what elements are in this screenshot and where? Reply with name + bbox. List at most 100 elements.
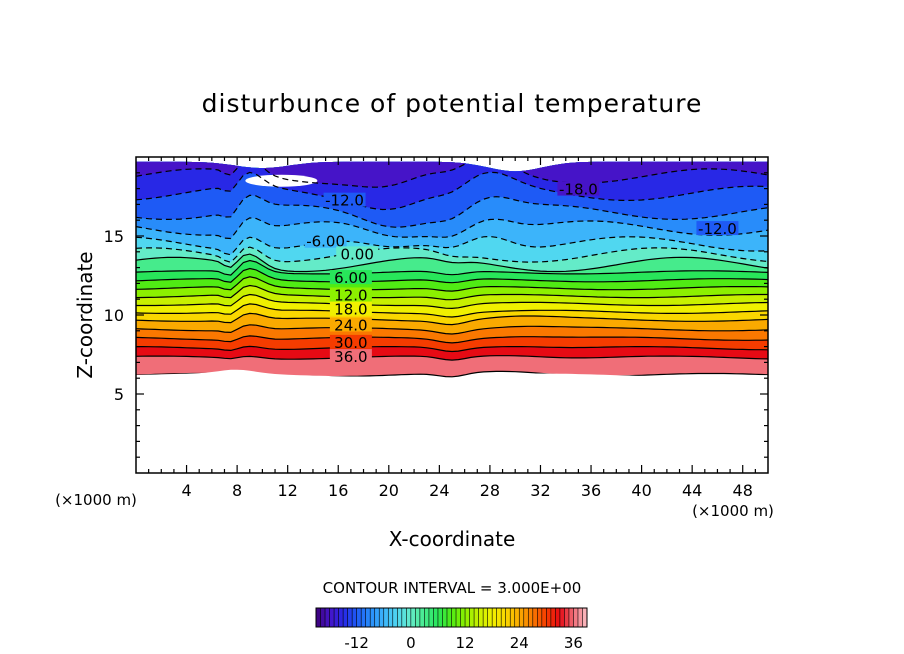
colorbar-segment <box>478 608 484 627</box>
contour-line-13 <box>136 246 768 263</box>
colorbar-segment <box>316 608 321 627</box>
x-tick-label: 12 <box>278 481 298 500</box>
colorbar-segment <box>532 608 538 627</box>
contour-line-10 <box>136 267 768 284</box>
colorbar-segment <box>343 608 348 627</box>
colorbar-segment <box>456 608 461 627</box>
contour-line-14 <box>136 235 768 256</box>
colorbar-segment <box>528 608 534 627</box>
contour-line-4 <box>136 324 768 335</box>
contour-label-bg <box>329 349 372 364</box>
y-tick-label: 10 <box>104 306 124 325</box>
contour-line-6 <box>136 303 768 318</box>
colorbar-segment <box>568 608 574 627</box>
contour-line-9 <box>136 276 768 292</box>
x-tick-label: 36 <box>581 481 601 500</box>
colorbar-segment <box>383 608 389 627</box>
x-tick-label: 28 <box>480 481 500 500</box>
x-tick-label: 24 <box>429 481 449 500</box>
contour-line-5 <box>136 312 768 326</box>
colorbar-segment <box>325 608 330 627</box>
contour-label: 18.0 <box>334 301 367 319</box>
colorbar-segment <box>320 608 326 627</box>
colorbar-frame <box>315 607 588 628</box>
contour-label: 30.0 <box>334 334 367 352</box>
colorbar-segment <box>442 608 448 627</box>
colorbar-segment <box>352 608 357 627</box>
x-tick-labels: 4 8 12 16 20 24 28 32 36 40 44 48 <box>181 481 752 500</box>
contour-line-15 <box>136 217 768 240</box>
contour-label: -18.0 <box>559 181 598 199</box>
colorbar-segment <box>415 608 421 627</box>
colorbar-segment <box>451 608 457 627</box>
contour-line-12 <box>136 253 768 273</box>
colorbar-tick-label: 12 <box>456 634 475 652</box>
contour-label: -12.0 <box>325 192 364 210</box>
colorbar-segment <box>496 608 502 627</box>
colorbar-tick-label: 36 <box>564 634 583 652</box>
contour-label: -6.00 <box>306 233 345 251</box>
colorbar-segment <box>406 608 412 627</box>
y-tick-label: 15 <box>104 227 124 246</box>
y-axis-label: Z-coordinate <box>73 251 97 378</box>
x-axis-unit-left: (×1000 m) <box>55 491 137 509</box>
colorbar-segment <box>392 608 398 627</box>
contour-label-bg <box>557 181 600 196</box>
colorbar-segment <box>401 608 407 627</box>
contour-line-8 <box>136 284 768 301</box>
contour-label-bg <box>336 246 379 261</box>
colorbar-segment <box>397 608 403 627</box>
colorbar-segment <box>446 608 452 627</box>
colorbar-segment <box>537 608 543 627</box>
axis-ticks <box>136 157 768 473</box>
colorbar-segment <box>410 608 416 627</box>
colorbar-segment <box>555 608 561 627</box>
y-tick-label: 5 <box>114 385 124 404</box>
colorbar-segment <box>428 608 434 627</box>
contour-label: -12.0 <box>698 220 737 238</box>
colorbar-segment <box>541 608 547 627</box>
colorbar-segment <box>505 608 511 627</box>
contour-label: 24.0 <box>334 316 367 334</box>
contour-label-bg <box>329 270 372 285</box>
contour-label-bg <box>696 221 739 236</box>
colorbar-tick-labels: -12 0 12 24 36 <box>344 634 583 652</box>
contour-label: 36.0 <box>334 348 367 366</box>
colorbar-segment <box>370 608 376 627</box>
y-tick-labels: 5 10 15 <box>104 227 124 404</box>
x-tick-label: 4 <box>181 481 191 500</box>
contour-label: 12.0 <box>334 286 367 304</box>
contour-line-1 <box>136 355 768 361</box>
contour-label-bg <box>329 301 372 316</box>
x-tick-label: 40 <box>631 481 651 500</box>
colorbar-segment <box>474 608 479 627</box>
contour-band-17 <box>136 161 768 210</box>
colorbar-segment <box>374 608 380 627</box>
colorbar-segment <box>487 608 493 627</box>
x-tick-label: 8 <box>232 481 242 500</box>
x-axis-unit-right: (×1000 m) <box>692 502 774 520</box>
contour-label: 0.00 <box>340 245 373 263</box>
colorbar-segment <box>523 608 529 627</box>
colorbar-segment <box>564 608 570 627</box>
colorbar <box>315 607 588 628</box>
x-tick-label: 32 <box>530 481 550 500</box>
colorbar-segment <box>433 608 439 627</box>
contour-line-2 <box>136 345 768 353</box>
colorbar-segment <box>573 608 579 627</box>
contour-label-bg <box>329 317 372 332</box>
contour-label-bg <box>329 287 372 302</box>
colorbar-tick-label: 24 <box>510 634 529 652</box>
contour-lines <box>136 161 768 378</box>
colorbar-segment <box>388 608 394 627</box>
colorbar-tick-label: 0 <box>406 634 416 652</box>
colorbar-segment <box>492 608 497 627</box>
contour-label-bg <box>329 334 372 349</box>
contour-label-bg <box>304 233 347 248</box>
x-tick-label: 16 <box>328 481 348 500</box>
colorbar-segment <box>347 608 353 627</box>
colorbar-segment <box>546 608 552 627</box>
colorbar-segment <box>424 608 430 627</box>
colorbar-segment <box>365 608 371 627</box>
chart-title: disturbunce of potential temperature <box>202 89 703 118</box>
